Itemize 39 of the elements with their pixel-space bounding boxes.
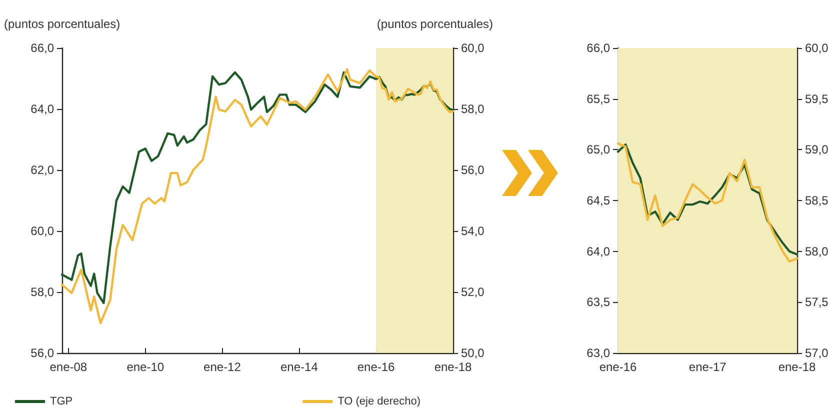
y2-tick-label: 50,0 [461,346,485,360]
y2-axis-title: (puntos porcentuales) [376,17,493,31]
y2-tick-label: 57,0 [805,346,829,360]
y-tick-label: 66,0 [586,41,610,55]
y-tick-label: 65,0 [586,142,610,157]
y-tick-label: 66,0 [30,41,54,55]
y-tick-label: 56,0 [30,346,54,360]
y2-tick-label: 54,0 [461,224,485,238]
y-tick-label: 58,0 [30,285,54,299]
x-tick-label: ene-14 [280,360,318,374]
x-tick-label: ene-17 [688,360,727,374]
y2-tick-label: 57,5 [805,295,829,310]
y2-tick-label: 60,0 [461,41,485,55]
x-tick-label: ene-16 [599,360,638,374]
x-tick-label: ene-08 [50,360,88,374]
x-tick-label: ene-10 [126,360,164,374]
y2-tick-label: 58,5 [805,194,829,208]
y-tick-label: 64,5 [586,194,610,208]
legend-label: TO (eje derecho) [338,396,421,408]
x-tick-label: ene-16 [357,360,396,374]
x-tick-label: ene-18 [434,360,472,374]
y-tick-label: 63,5 [586,295,610,310]
y-tick-label: 65,5 [586,92,610,106]
legend-label: TGP [50,396,73,408]
y-tick-label: 64,0 [586,244,610,258]
y2-tick-label: 58,0 [461,102,485,116]
y2-tick-label: 52,0 [461,285,485,299]
y2-tick-label: 58,0 [805,244,829,258]
y-tick-label: 63,0 [586,346,610,360]
y2-tick-label: 59,0 [805,142,829,157]
y2-tick-label: 56,0 [461,163,485,177]
y2-tick-label: 59,5 [805,92,829,106]
y2-tick-label: 60,0 [805,41,829,55]
x-tick-label: ene-18 [778,360,816,374]
y-tick-label: 62,0 [30,163,54,177]
y-tick-label: 60,0 [30,224,54,238]
x-tick-label: ene-12 [204,360,242,374]
y-tick-label: 64,0 [30,102,54,116]
y-axis-title: (puntos porcentuales) [4,17,120,31]
